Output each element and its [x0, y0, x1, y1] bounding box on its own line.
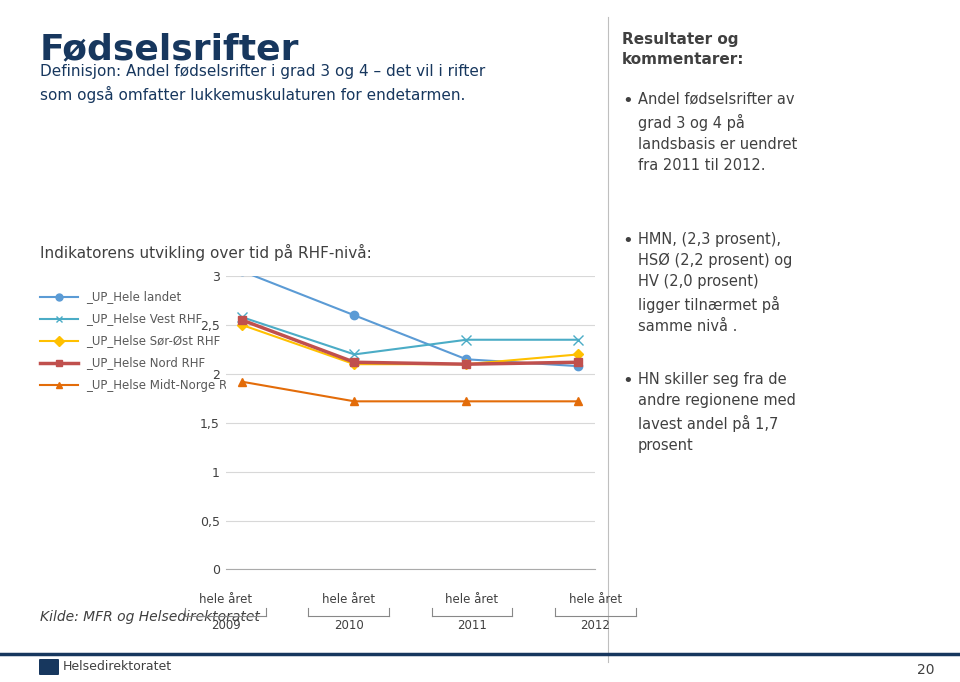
Text: 2011: 2011 — [457, 619, 487, 632]
Text: Kilde: MFR og Helsedirektoratet: Kilde: MFR og Helsedirektoratet — [40, 610, 260, 624]
Text: Helsedirektoratet: Helsedirektoratet — [63, 660, 172, 674]
Text: •: • — [622, 92, 633, 110]
Text: Indikatorens utvikling over tid på RHF-nivå:: Indikatorens utvikling over tid på RHF-n… — [40, 244, 372, 261]
Text: _UP_Helse Nord RHF: _UP_Helse Nord RHF — [86, 357, 205, 370]
Text: Definisjon: Andel fødselsrifter i grad 3 og 4 – det vil i rifter
som også omfatt: Definisjon: Andel fødselsrifter i grad 3… — [40, 64, 485, 103]
Text: hele året: hele året — [568, 593, 622, 606]
FancyBboxPatch shape — [39, 659, 59, 675]
Text: Andel fødselsrifter av
grad 3 og 4 på
landsbasis er uendret
fra 2011 til 2012.: Andel fødselsrifter av grad 3 og 4 på la… — [638, 92, 797, 173]
Text: 2012: 2012 — [580, 619, 611, 632]
Text: •: • — [622, 372, 633, 390]
Text: hele året: hele året — [199, 593, 252, 606]
Text: HN skiller seg fra de
andre regionene med
lavest andel på 1,7
prosent: HN skiller seg fra de andre regionene me… — [638, 372, 796, 453]
Text: _UP_Helse Midt-Norge RHF: _UP_Helse Midt-Norge RHF — [86, 379, 243, 391]
Text: HMN, (2,3 prosent),
HSØ (2,2 prosent) og
HV (2,0 prosent)
ligger tilnærmet på
sa: HMN, (2,3 prosent), HSØ (2,2 prosent) og… — [638, 232, 792, 334]
Text: •: • — [622, 232, 633, 250]
Text: 2009: 2009 — [211, 619, 240, 632]
Text: Resultater og
kommentarer:: Resultater og kommentarer: — [622, 32, 745, 67]
Text: _UP_Helse Vest RHF: _UP_Helse Vest RHF — [86, 312, 203, 325]
Text: Fødselsrifter: Fødselsrifter — [40, 32, 300, 66]
Text: 20: 20 — [918, 663, 935, 677]
Text: hele året: hele året — [445, 593, 498, 606]
Text: _UP_Hele landet: _UP_Hele landet — [86, 291, 181, 303]
Text: hele året: hele året — [323, 593, 375, 606]
Text: _UP_Helse Sør-Øst RHF: _UP_Helse Sør-Øst RHF — [86, 334, 220, 348]
Text: 2010: 2010 — [334, 619, 364, 632]
